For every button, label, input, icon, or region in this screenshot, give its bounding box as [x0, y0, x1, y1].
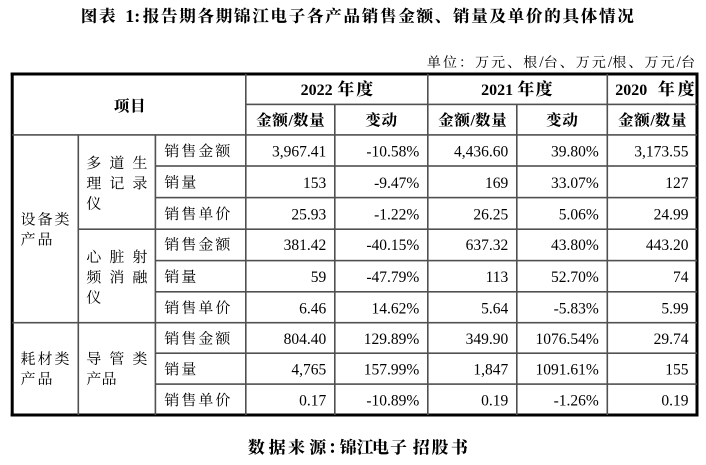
svg-text:/: /	[649, 113, 655, 130]
svg-text:0.17: 0.17	[299, 393, 326, 410]
svg-text:0.19: 0.19	[661, 393, 688, 410]
svg-text:113: 113	[486, 269, 509, 286]
svg-text:52.70%: 52.70%	[551, 269, 599, 286]
svg-text:2020: 2020	[615, 82, 647, 99]
svg-text:443.20: 443.20	[646, 237, 689, 254]
svg-text:127: 127	[665, 175, 689, 192]
svg-text:169: 169	[485, 175, 509, 192]
svg-text:-10.89%: -10.89%	[366, 393, 419, 410]
svg-text:/: /	[677, 54, 682, 71]
svg-text:3,173.55: 3,173.55	[634, 143, 689, 160]
svg-text:-47.79%: -47.79%	[366, 269, 419, 286]
svg-text:33.07%: 33.07%	[551, 175, 599, 192]
svg-text:29.74: 29.74	[654, 331, 689, 348]
svg-text:3,967.41: 3,967.41	[272, 143, 326, 160]
svg-text:-1.26%: -1.26%	[554, 393, 599, 410]
svg-text:14.62%: 14.62%	[372, 300, 420, 317]
svg-text:24.99: 24.99	[654, 206, 689, 223]
svg-text:381.42: 381.42	[284, 237, 327, 254]
svg-text:1:: 1:	[125, 6, 140, 26]
svg-text:1,847: 1,847	[473, 362, 508, 379]
svg-text:-5.83%: -5.83%	[554, 300, 599, 317]
svg-text:/: /	[608, 54, 613, 71]
svg-text:157.99%: 157.99%	[364, 362, 420, 379]
svg-text:4,765: 4,765	[291, 362, 326, 379]
svg-text:-40.15%: -40.15%	[366, 237, 419, 254]
svg-text:43.80%: 43.80%	[551, 237, 599, 254]
svg-text:637.32: 637.32	[466, 237, 509, 254]
svg-text:349.90: 349.90	[466, 331, 509, 348]
svg-text:-9.47%: -9.47%	[374, 175, 419, 192]
svg-text:1091.61%: 1091.61%	[536, 362, 599, 379]
svg-text:0.19: 0.19	[481, 393, 508, 410]
svg-text:2022: 2022	[301, 82, 333, 99]
svg-text:26.25: 26.25	[473, 206, 508, 223]
svg-text:155: 155	[665, 362, 689, 379]
svg-text:804.40: 804.40	[284, 331, 327, 348]
svg-text:6.46: 6.46	[299, 300, 326, 317]
svg-text:74: 74	[673, 269, 689, 286]
svg-text:5.99: 5.99	[661, 300, 688, 317]
svg-text:2021: 2021	[481, 82, 513, 99]
svg-text:5.64: 5.64	[481, 300, 508, 317]
svg-text:1076.54%: 1076.54%	[536, 331, 599, 348]
svg-text:/: /	[288, 113, 294, 130]
svg-text:5.06%: 5.06%	[559, 206, 599, 223]
svg-text:/: /	[470, 113, 476, 130]
svg-text:4,436.60: 4,436.60	[454, 143, 509, 160]
svg-text:153: 153	[303, 175, 327, 192]
svg-text:-1.22%: -1.22%	[374, 206, 419, 223]
svg-text:25.93: 25.93	[291, 206, 326, 223]
svg-text:129.89%: 129.89%	[364, 331, 420, 348]
svg-text:/: /	[539, 54, 544, 71]
svg-text:59: 59	[311, 269, 327, 286]
svg-text:-10.58%: -10.58%	[366, 143, 419, 160]
svg-text:39.80%: 39.80%	[551, 143, 599, 160]
